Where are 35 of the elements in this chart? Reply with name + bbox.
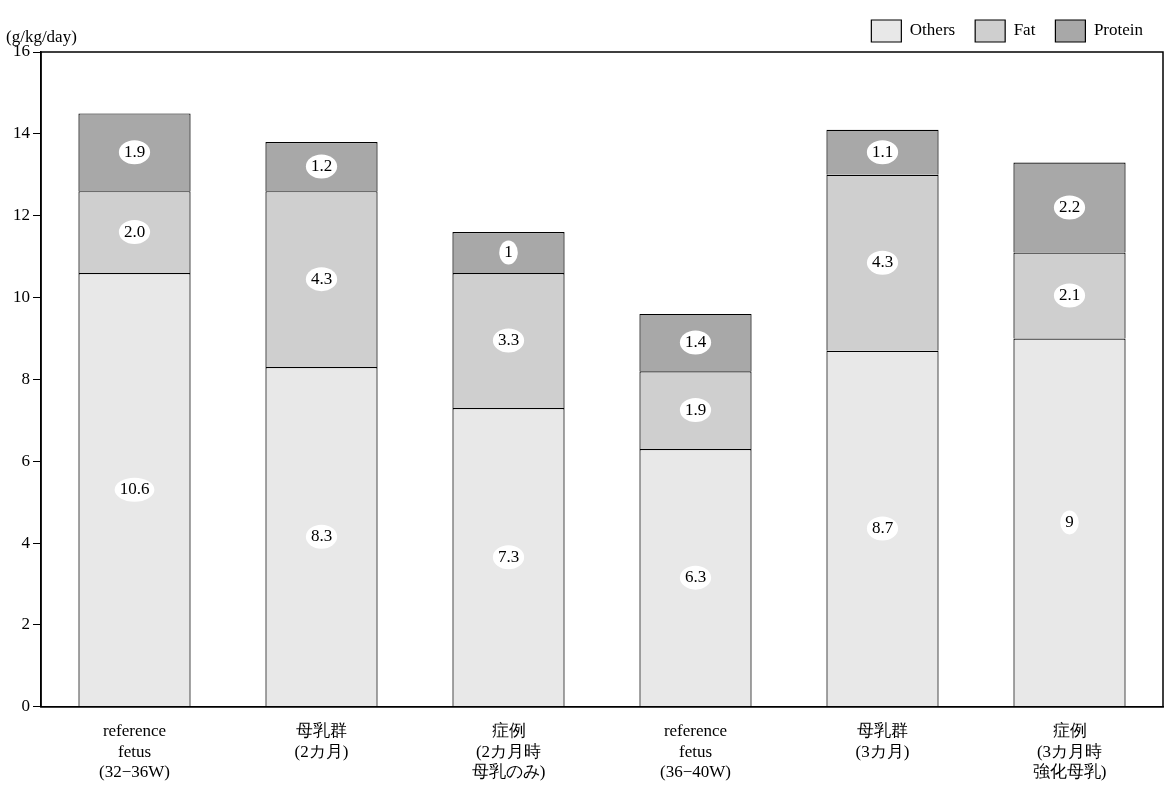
x-tick-label: 症例(3カ月時強化母乳) — [1032, 721, 1107, 782]
data-label: 1.9 — [123, 141, 146, 161]
y-tick-label: 14 — [13, 123, 31, 143]
x-tick-label: reference fetus (32−36W) — [99, 721, 170, 782]
data-label: 1.9 — [684, 399, 707, 419]
data-label: 8.3 — [310, 526, 333, 546]
data-label: 4.3 — [310, 268, 333, 288]
y-tick-label: 12 — [13, 205, 30, 225]
x-tick-label: 症例(2カ月時母乳のみ) — [471, 721, 546, 782]
x-tick-label: reference fetus (36−40W) — [660, 721, 731, 782]
data-label: 8.7 — [871, 517, 894, 537]
data-label: 3.3 — [497, 329, 520, 349]
y-tick-label: 10 — [13, 287, 30, 307]
data-label: 6.3 — [684, 567, 707, 587]
data-label: 9 — [1065, 511, 1074, 531]
data-label: 1.4 — [684, 332, 707, 352]
data-label: 10.6 — [119, 479, 150, 499]
y-tick-label: 4 — [21, 532, 31, 552]
y-tick-label: 2 — [21, 614, 30, 634]
legend-label: Protein — [1093, 20, 1144, 40]
legend-label: Others — [909, 20, 956, 40]
x-tick-label: 母乳群(3カ月) — [855, 721, 910, 761]
data-label: 4.3 — [871, 252, 894, 272]
y-tick-label: 6 — [21, 450, 30, 470]
data-label: 7.3 — [497, 546, 520, 566]
data-label: 1 — [504, 242, 513, 261]
legend-label: Fat — [1013, 20, 1036, 40]
y-tick-label: 8 — [21, 368, 30, 388]
data-label: 1.2 — [310, 156, 333, 176]
x-tick-label: 母乳群(2カ月) — [294, 721, 349, 761]
data-label: 2.1 — [1058, 284, 1081, 304]
data-label: 2.2 — [1058, 196, 1081, 216]
data-label: 1.1 — [871, 141, 894, 161]
data-label: 2.0 — [123, 221, 146, 241]
y-tick-label: 0 — [21, 696, 30, 716]
